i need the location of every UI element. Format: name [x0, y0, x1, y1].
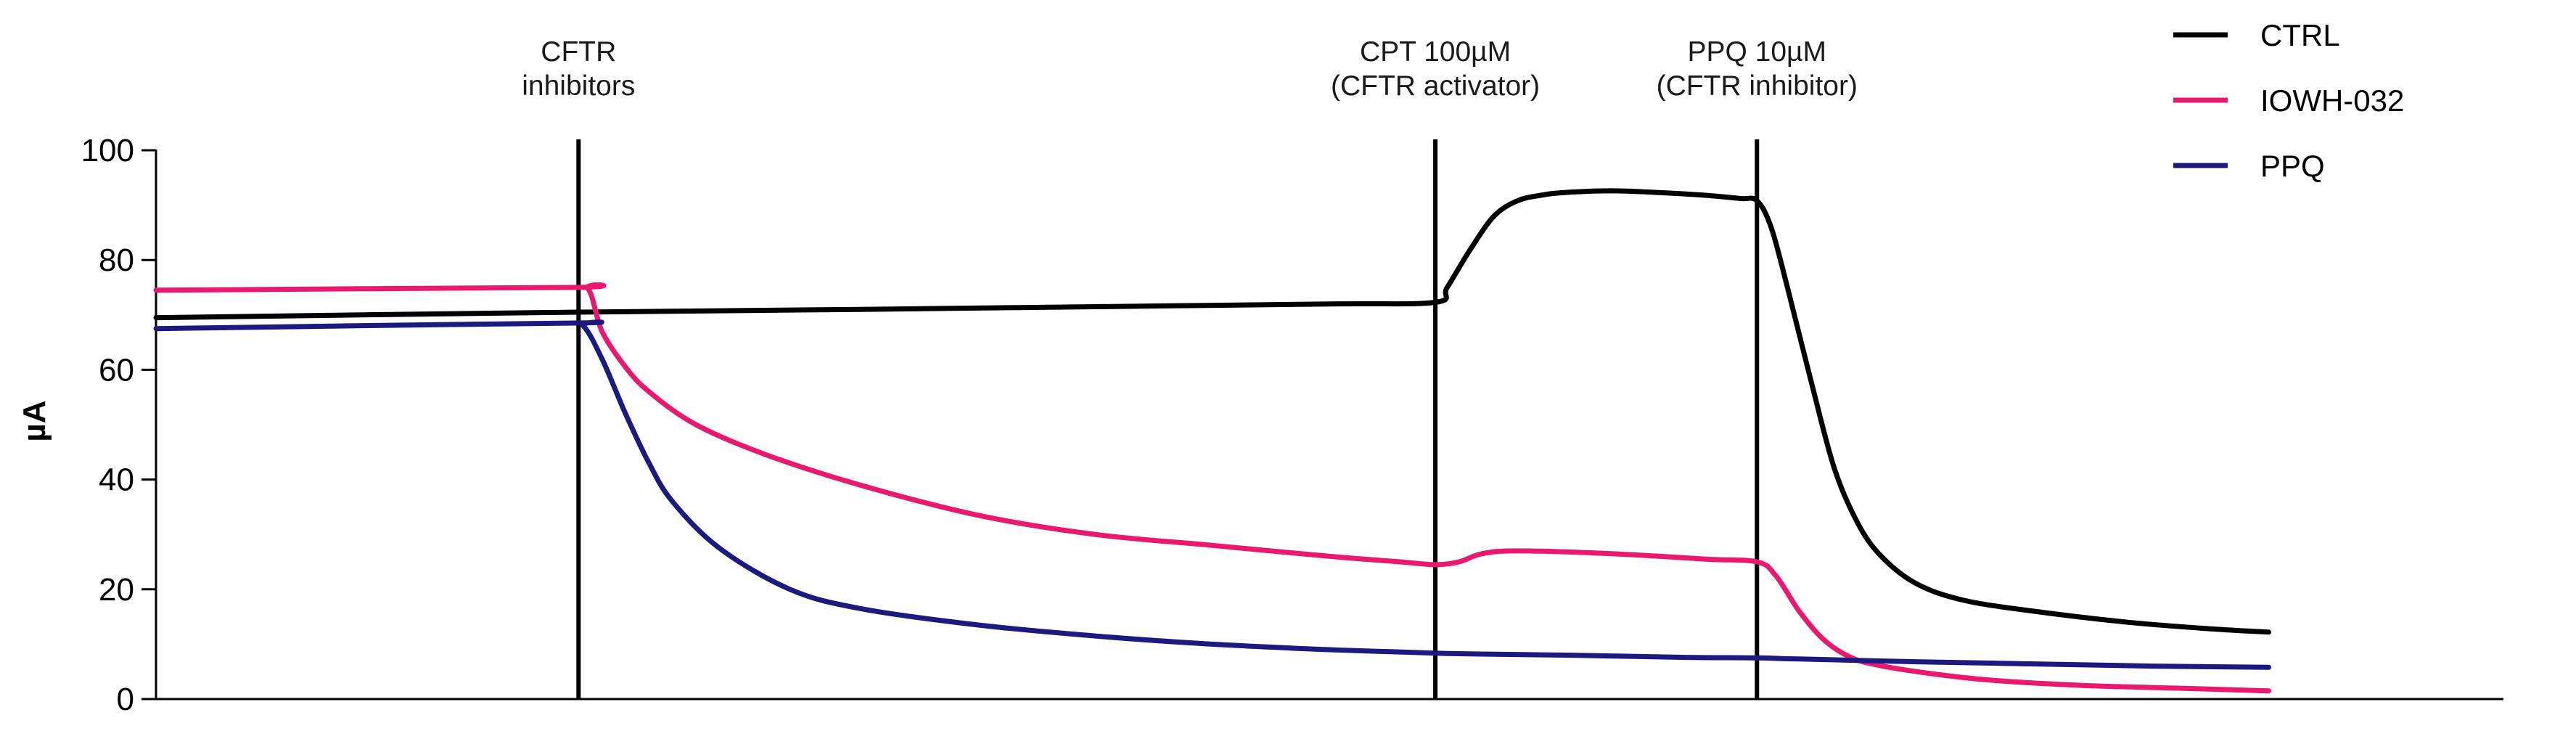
legend-label: IOWH-032 [2260, 83, 2404, 118]
y-tick-label: 0 [117, 682, 134, 717]
legend-label: PPQ [2260, 149, 2325, 183]
series-lines [153, 188, 2271, 694]
axes: 0 20 40 60 80 100 [81, 133, 2503, 717]
event-annotation: CFTR [541, 36, 616, 68]
series-line-ppq [153, 319, 2271, 670]
y-tick-label: 100 [81, 133, 134, 168]
event-annotation: (CFTR inhibitor) [1657, 70, 1858, 102]
event-annotation: (CFTR activator) [1331, 70, 1540, 102]
event-lines [576, 139, 1760, 699]
series-line-iowh-032 [153, 282, 2271, 694]
event-annotation: PPQ 10µM [1687, 36, 1826, 68]
legend: CTRL IOWH-032 PPQ [2173, 18, 2404, 183]
y-axis-label: µA [17, 400, 52, 441]
y-ticks: 0 20 40 60 80 100 [81, 133, 156, 717]
y-tick-label: 40 [99, 462, 134, 498]
y-tick-label: 60 [99, 352, 134, 388]
y-tick-label: 80 [99, 242, 134, 278]
legend-label: CTRL [2260, 18, 2340, 52]
event-annotation: inhibitors [522, 70, 635, 102]
event-annotation: CPT 100µM [1360, 36, 1511, 68]
y-tick-label: 20 [99, 572, 134, 608]
series-line-ctrl [153, 188, 2271, 635]
